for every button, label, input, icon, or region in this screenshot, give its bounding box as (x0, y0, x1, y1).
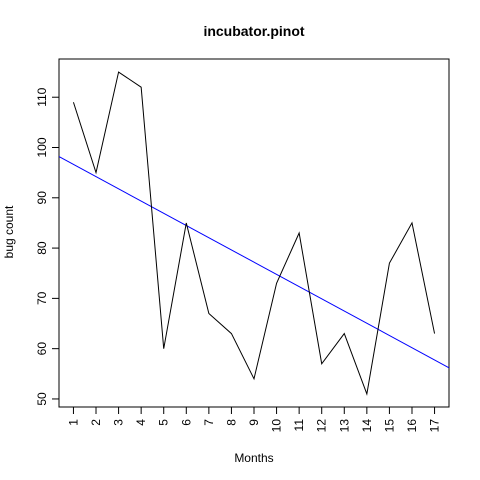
x-tick-label: 12 (315, 419, 329, 433)
x-tick-label: 5 (157, 419, 171, 426)
y-tick-label: 110 (35, 87, 49, 106)
series-line (72, 71, 436, 396)
y-tick-label: 60 (35, 342, 49, 356)
x-tick-label: 17 (428, 419, 442, 433)
x-tick-label: 1 (66, 419, 80, 426)
y-tick-label: 80 (35, 241, 49, 255)
x-axis-label: Months (234, 451, 273, 465)
x-tick-label: 3 (112, 419, 126, 426)
y-tick-label: 100 (35, 137, 49, 157)
x-tick-label: 7 (202, 419, 216, 426)
x-tick-label: 10 (270, 419, 284, 433)
chart-title: incubator.pinot (203, 23, 304, 39)
trend-line (59, 156, 449, 369)
x-tick-label: 6 (179, 419, 193, 426)
plot-area: 1 2 3 4 5 6 7 8 9 10 11 12 13 14 15 16 17506070809010011… (35, 58, 450, 433)
x-tick-label: 2 (89, 419, 103, 426)
x-tick-label: 13 (337, 419, 351, 433)
x-tick-label: 14 (360, 419, 374, 433)
x-tick-label: 9 (247, 419, 261, 426)
x-tick-label: 15 (382, 419, 396, 433)
x-tick-label: 8 (224, 419, 238, 426)
y-tick-label: 90 (35, 191, 49, 205)
y-axis-label: bug count (2, 205, 16, 258)
x-tick-label: 16 (405, 419, 419, 433)
x-tick-label: 11 (292, 419, 306, 432)
y-tick-label: 50 (35, 392, 49, 406)
y-tick-label: 70 (35, 291, 49, 305)
x-tick-label: 4 (134, 419, 148, 426)
